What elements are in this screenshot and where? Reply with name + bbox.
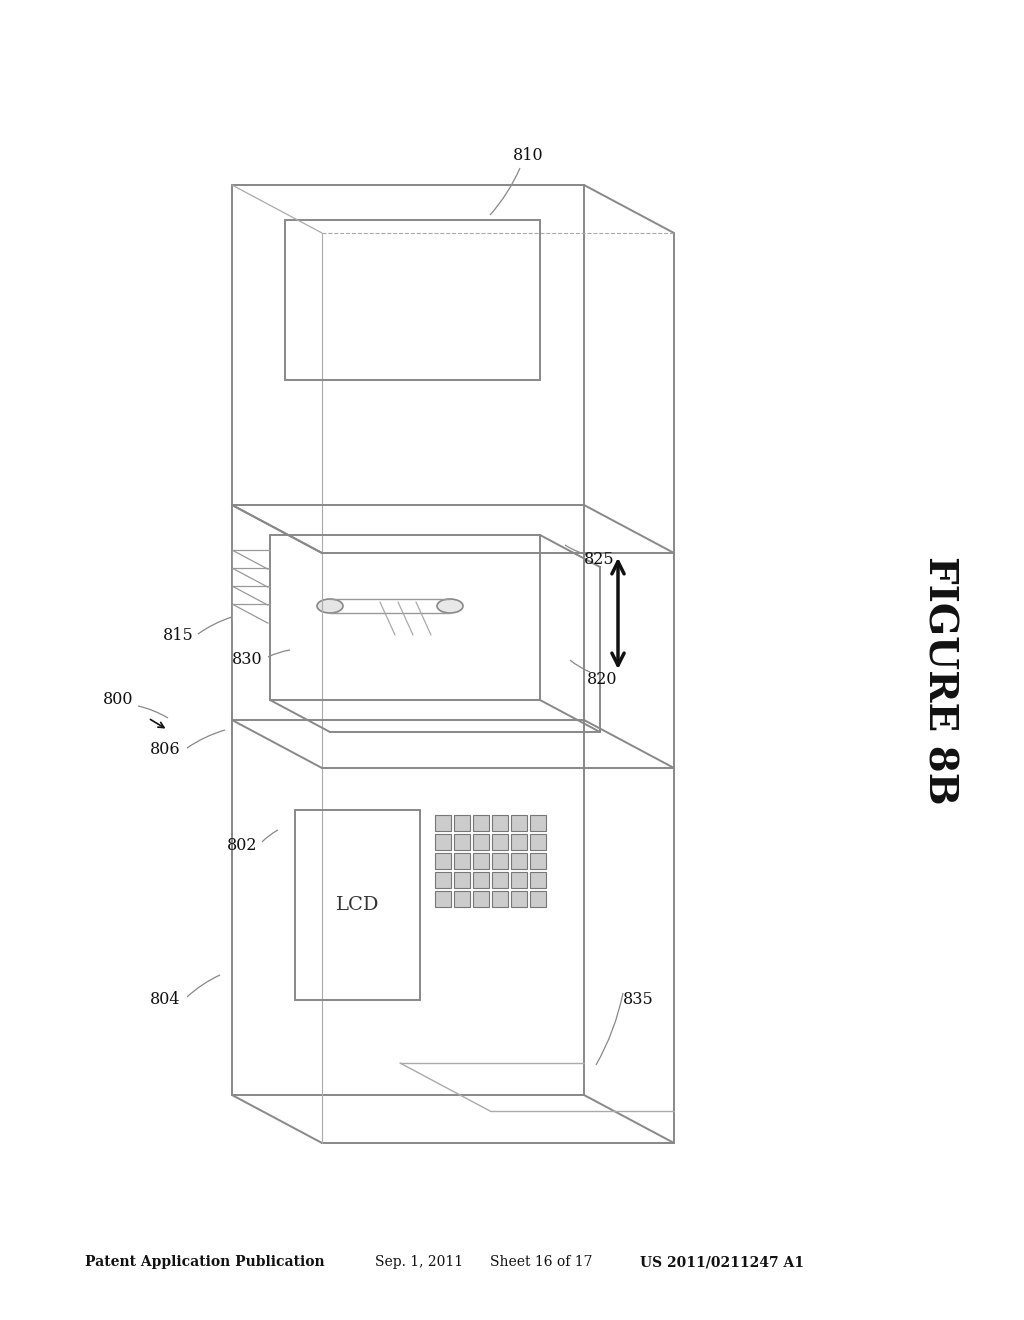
Text: 820: 820 (587, 672, 617, 689)
Bar (492, 853, 508, 869)
Text: US 2011/0211247 A1: US 2011/0211247 A1 (640, 1255, 804, 1269)
Text: 806: 806 (150, 742, 180, 759)
Bar (473, 891, 489, 907)
Text: 835: 835 (623, 991, 653, 1008)
Bar (492, 814, 508, 832)
Text: 800: 800 (102, 692, 133, 709)
Bar (435, 873, 451, 888)
Bar (435, 814, 451, 832)
Bar (530, 873, 546, 888)
Text: 825: 825 (584, 552, 614, 569)
Text: Sheet 16 of 17: Sheet 16 of 17 (490, 1255, 593, 1269)
Text: 804: 804 (150, 991, 180, 1008)
Bar (435, 834, 451, 850)
Bar (473, 853, 489, 869)
Text: 802: 802 (226, 837, 257, 854)
Text: 810: 810 (513, 147, 544, 164)
Bar (530, 853, 546, 869)
Bar (530, 834, 546, 850)
Text: Patent Application Publication: Patent Application Publication (85, 1255, 325, 1269)
Bar (454, 834, 470, 850)
Bar (454, 873, 470, 888)
Bar (492, 891, 508, 907)
Bar (511, 853, 527, 869)
Bar (435, 853, 451, 869)
Text: Sep. 1, 2011: Sep. 1, 2011 (375, 1255, 463, 1269)
Bar (473, 834, 489, 850)
Text: LCD: LCD (336, 896, 379, 913)
Ellipse shape (437, 599, 463, 612)
Text: 815: 815 (163, 627, 194, 644)
Bar (511, 834, 527, 850)
Bar (435, 891, 451, 907)
Bar (530, 814, 546, 832)
Bar (454, 814, 470, 832)
Bar (511, 814, 527, 832)
Bar (454, 853, 470, 869)
Bar (492, 834, 508, 850)
Bar (511, 891, 527, 907)
Text: FIGURE 8B: FIGURE 8B (921, 556, 959, 804)
Bar (492, 873, 508, 888)
Bar (511, 873, 527, 888)
Bar (530, 891, 546, 907)
Bar (454, 891, 470, 907)
Bar (473, 873, 489, 888)
Ellipse shape (317, 599, 343, 612)
Text: 830: 830 (231, 652, 262, 668)
Bar (473, 814, 489, 832)
